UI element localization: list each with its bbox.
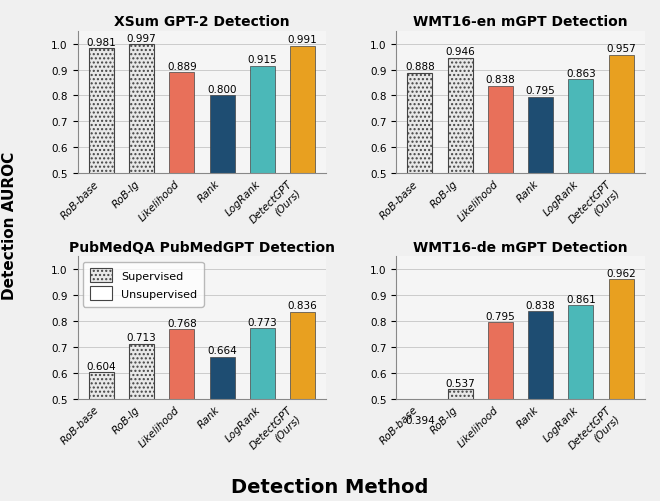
- Text: 0.888: 0.888: [405, 62, 435, 72]
- Text: 0.838: 0.838: [526, 300, 556, 310]
- Bar: [528, 312, 553, 501]
- Text: 0.664: 0.664: [207, 345, 237, 355]
- Bar: [609, 280, 634, 501]
- Text: 0.773: 0.773: [248, 317, 277, 327]
- Text: Detection Method: Detection Method: [231, 477, 429, 496]
- Text: 0.863: 0.863: [566, 69, 596, 79]
- Text: 0.795: 0.795: [526, 86, 556, 96]
- Text: 0.795: 0.795: [486, 311, 515, 321]
- Text: 0.991: 0.991: [288, 35, 317, 45]
- Title: PubMedQA PubMedGPT Detection: PubMedQA PubMedGPT Detection: [69, 240, 335, 254]
- Text: 0.962: 0.962: [607, 268, 636, 278]
- Text: 0.838: 0.838: [486, 75, 515, 85]
- Bar: [170, 330, 194, 501]
- Bar: [568, 306, 593, 501]
- Title: WMT16-de mGPT Detection: WMT16-de mGPT Detection: [413, 240, 628, 254]
- Bar: [407, 74, 432, 304]
- Text: 0.394: 0.394: [405, 415, 435, 425]
- Text: 0.800: 0.800: [207, 85, 237, 95]
- Bar: [568, 80, 593, 304]
- Bar: [290, 47, 315, 304]
- Bar: [609, 56, 634, 304]
- Bar: [407, 427, 432, 501]
- Bar: [250, 329, 275, 501]
- Bar: [170, 73, 194, 304]
- Bar: [129, 45, 154, 304]
- Bar: [488, 323, 513, 501]
- Text: Detection AUROC: Detection AUROC: [3, 151, 17, 300]
- Text: 0.768: 0.768: [167, 318, 197, 328]
- Bar: [89, 372, 114, 501]
- Text: 0.713: 0.713: [127, 333, 156, 343]
- Bar: [290, 312, 315, 501]
- Text: 0.957: 0.957: [607, 44, 636, 54]
- Bar: [250, 67, 275, 304]
- Title: XSum GPT-2 Detection: XSum GPT-2 Detection: [114, 15, 290, 29]
- Text: 0.861: 0.861: [566, 294, 596, 304]
- Text: 0.997: 0.997: [127, 34, 156, 44]
- Bar: [129, 344, 154, 501]
- Text: 0.946: 0.946: [446, 47, 475, 57]
- Bar: [528, 98, 553, 304]
- Text: 0.915: 0.915: [248, 55, 277, 65]
- Bar: [488, 87, 513, 304]
- Bar: [447, 390, 473, 501]
- Legend: Supervised, Unsupervised: Supervised, Unsupervised: [83, 263, 204, 307]
- Text: 0.836: 0.836: [288, 301, 317, 311]
- Bar: [210, 96, 234, 304]
- Text: 0.981: 0.981: [86, 38, 116, 48]
- Text: 0.604: 0.604: [86, 361, 116, 371]
- Bar: [447, 59, 473, 304]
- Title: WMT16-en mGPT Detection: WMT16-en mGPT Detection: [413, 15, 628, 29]
- Text: 0.889: 0.889: [167, 62, 197, 72]
- Text: 0.537: 0.537: [446, 378, 475, 388]
- Bar: [210, 357, 234, 501]
- Bar: [89, 50, 114, 304]
